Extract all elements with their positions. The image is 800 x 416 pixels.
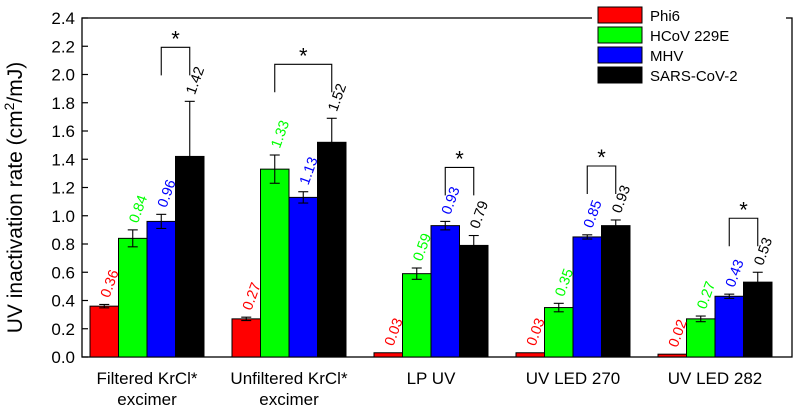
y-tick-label: 1.0 xyxy=(51,207,75,226)
bar-mhv-4 xyxy=(714,295,744,358)
bar-phi6-4 xyxy=(657,353,687,358)
bar-sars-cov-2-2 xyxy=(459,244,489,358)
value-label: 1.52 xyxy=(325,82,350,114)
legend: Phi6 HCoV 229E MHV SARS-CoV-2 xyxy=(592,4,786,90)
bar-phi6-3 xyxy=(515,352,545,358)
value-label: 0.53 xyxy=(751,236,776,268)
bar-phi6-0 xyxy=(89,305,119,358)
significance-brackets: * * * * * xyxy=(160,26,759,247)
x-category-label: excimer xyxy=(259,390,319,409)
bars xyxy=(89,100,773,358)
legend-swatch xyxy=(597,66,643,84)
y-tick-label: 0.2 xyxy=(51,320,75,339)
x-category-label: UV LED 270 xyxy=(526,369,621,388)
value-label: 0.84 xyxy=(126,193,151,225)
bar-hcov-229e-0 xyxy=(118,237,148,358)
y-tick-label: 2.0 xyxy=(51,66,75,85)
legend-label: Phi6 xyxy=(650,8,680,25)
significance-bracket xyxy=(586,165,617,194)
y-tick-label: 1.4 xyxy=(51,150,75,169)
bar-sars-cov-2-3 xyxy=(601,225,631,358)
bar-phi6-1 xyxy=(231,318,261,358)
bar-hcov-229e-2 xyxy=(402,273,432,358)
bar-sars-cov-2-1 xyxy=(317,141,347,358)
x-category-label: excimer xyxy=(117,390,177,409)
value-label: 0.93 xyxy=(609,183,634,215)
bar-mhv-2 xyxy=(430,225,460,358)
significance-star: * xyxy=(171,26,180,51)
y-tick-label: 1.6 xyxy=(51,122,75,141)
bar-mhv-0 xyxy=(146,220,176,358)
bar-hcov-229e-1 xyxy=(260,168,290,358)
y-tick-label: 1.8 xyxy=(51,94,75,113)
x-category-label: Filtered KrCl* xyxy=(96,369,197,388)
significance-bracket xyxy=(444,166,475,196)
value-label: 1.42 xyxy=(183,65,208,97)
axes: 0.0 0.2 0.4 0.6 0.8 1.0 1.2 1.4 1.6 1.8 2.0 2.2 2.4 U… xyxy=(1,9,793,409)
significance-bracket xyxy=(274,63,333,93)
legend-label: HCoV 229E xyxy=(650,28,729,45)
significance-bracket xyxy=(728,217,759,247)
legend-swatch xyxy=(597,6,643,24)
y-tick-label: 0.0 xyxy=(51,348,75,367)
significance-star: * xyxy=(455,146,464,171)
bar-hcov-229e-3 xyxy=(544,307,574,358)
bar-phi6-2 xyxy=(373,352,403,358)
y-tick-label: 0.8 xyxy=(51,235,75,254)
x-category-label: LP UV xyxy=(407,369,456,388)
y-tick-label: 2.2 xyxy=(51,37,75,56)
y-tick-label: 0.4 xyxy=(51,292,75,311)
x-category-label: Unfiltered KrCl* xyxy=(230,369,348,388)
legend-label: MHV xyxy=(650,48,683,65)
legend-swatch xyxy=(597,46,643,64)
y-tick-label: 2.4 xyxy=(51,9,75,28)
y-tick-label: 0.6 xyxy=(51,263,75,282)
significance-star: * xyxy=(739,197,748,222)
legend-label: SARS-CoV-2 xyxy=(650,68,738,85)
significance-star: * xyxy=(299,43,308,68)
y-axis-title: UV inactivation rate (cm2/mJ) xyxy=(1,62,27,334)
significance-star: * xyxy=(597,145,606,170)
value-label: 0.93 xyxy=(439,185,464,217)
y-tick-label: 1.2 xyxy=(51,179,75,198)
bar-sars-cov-2-4 xyxy=(743,281,773,358)
x-category-label: UV LED 282 xyxy=(668,369,763,388)
value-label: 0.79 xyxy=(467,199,492,231)
significance-bracket xyxy=(160,46,191,76)
bar-mhv-3 xyxy=(572,236,602,358)
legend-swatch xyxy=(597,26,643,44)
bar-hcov-229e-4 xyxy=(686,318,716,358)
bar-mhv-1 xyxy=(288,196,318,358)
value-label: 1.33 xyxy=(268,118,293,150)
